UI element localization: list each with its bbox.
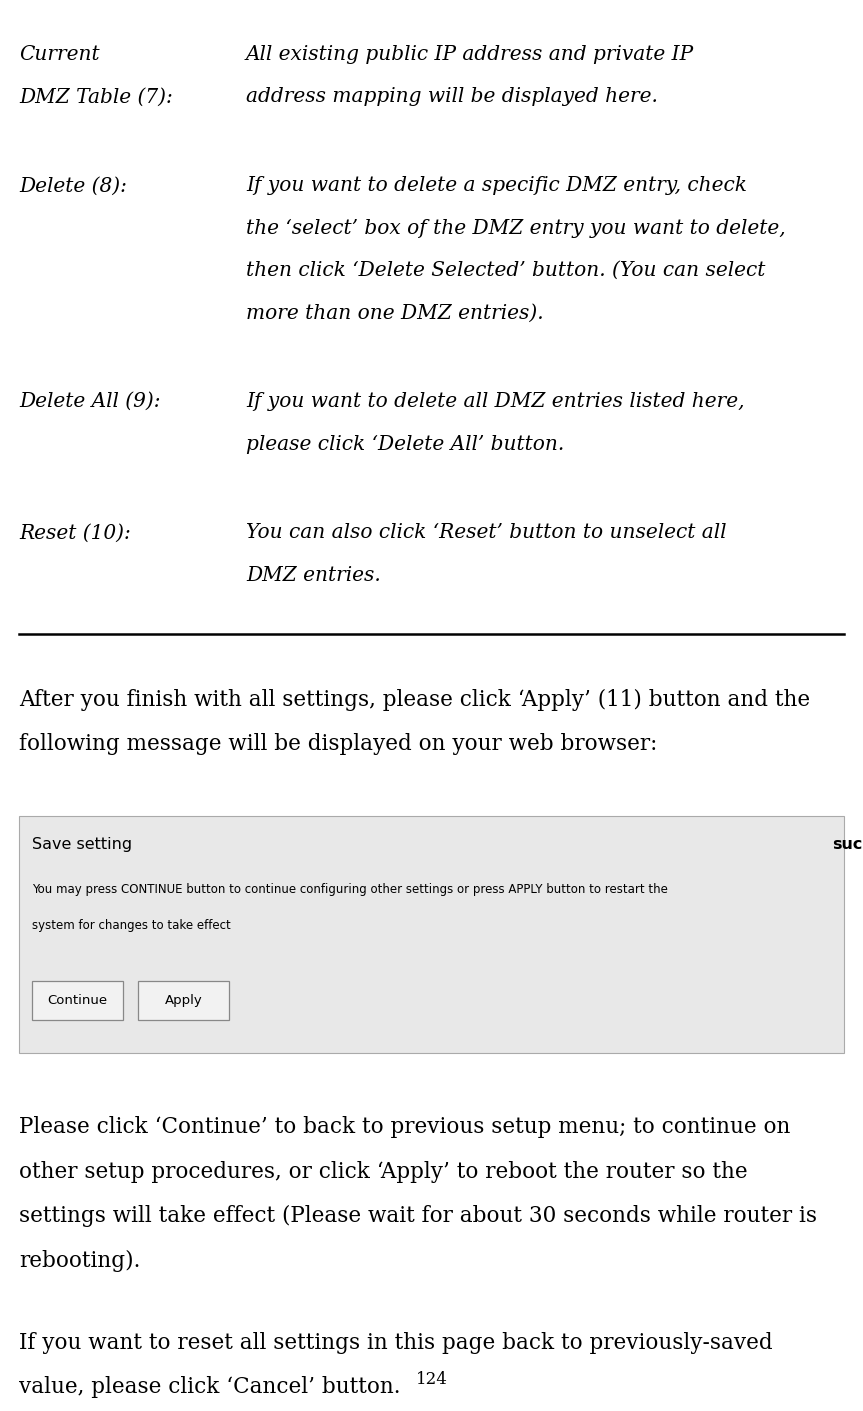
Text: DMZ Table (7):: DMZ Table (7):: [19, 87, 173, 106]
Text: more than one DMZ entries).: more than one DMZ entries).: [246, 303, 544, 322]
Text: After you finish with all settings, please click ‘Apply’ (11) button and the: After you finish with all settings, plea…: [19, 689, 810, 711]
FancyBboxPatch shape: [138, 981, 229, 1020]
Text: You may press CONTINUE button to continue configuring other settings or press AP: You may press CONTINUE button to continu…: [32, 883, 668, 896]
Text: Delete All (9):: Delete All (9):: [19, 392, 161, 411]
Text: If you want to delete all DMZ entries listed here,: If you want to delete all DMZ entries li…: [246, 392, 745, 411]
Text: please click ‘Delete All’ button.: please click ‘Delete All’ button.: [246, 435, 564, 454]
Text: If you want to delete a specific DMZ entry, check: If you want to delete a specific DMZ ent…: [246, 176, 747, 195]
Text: Continue: Continue: [47, 993, 107, 1007]
Text: system for changes to take effect: system for changes to take effect: [32, 920, 230, 933]
Text: following message will be displayed on your web browser:: following message will be displayed on y…: [19, 734, 658, 755]
Text: Apply: Apply: [165, 993, 202, 1007]
Text: You can also click ‘Reset’ button to unselect all: You can also click ‘Reset’ button to uns…: [246, 523, 727, 542]
FancyBboxPatch shape: [19, 816, 844, 1053]
FancyBboxPatch shape: [32, 981, 123, 1020]
Text: value, please click ‘Cancel’ button.: value, please click ‘Cancel’ button.: [19, 1377, 400, 1398]
Text: Save setting: Save setting: [32, 837, 137, 852]
Text: address mapping will be displayed here.: address mapping will be displayed here.: [246, 87, 658, 106]
Text: If you want to reset all settings in this page back to previously-saved: If you want to reset all settings in thi…: [19, 1332, 772, 1355]
Text: Delete (8):: Delete (8):: [19, 176, 127, 195]
Text: Please click ‘Continue’ to back to previous setup menu; to continue on: Please click ‘Continue’ to back to previ…: [19, 1116, 791, 1139]
Text: other setup procedures, or click ‘Apply’ to reboot the router so the: other setup procedures, or click ‘Apply’…: [19, 1161, 747, 1182]
Text: All existing public IP address and private IP: All existing public IP address and priva…: [246, 45, 694, 63]
Text: 124: 124: [416, 1371, 447, 1388]
Text: the ‘select’ box of the DMZ entry you want to delete,: the ‘select’ box of the DMZ entry you wa…: [246, 219, 785, 238]
Text: then click ‘Delete Selected’ button. (You can select: then click ‘Delete Selected’ button. (Yo…: [246, 261, 765, 279]
Text: Reset (10):: Reset (10):: [19, 523, 130, 542]
Text: successfully!: successfully!: [832, 837, 863, 852]
Text: DMZ entries.: DMZ entries.: [246, 566, 381, 584]
Text: rebooting).: rebooting).: [19, 1250, 141, 1271]
Text: Current: Current: [19, 45, 99, 63]
Text: settings will take effect (Please wait for about 30 seconds while router is: settings will take effect (Please wait f…: [19, 1205, 817, 1228]
